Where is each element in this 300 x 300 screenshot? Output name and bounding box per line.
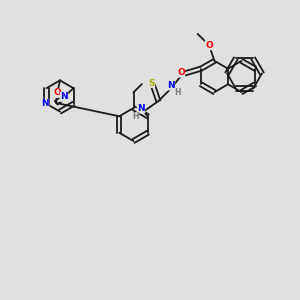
Text: O: O bbox=[177, 68, 185, 77]
Text: N: N bbox=[41, 99, 49, 108]
Text: H: H bbox=[132, 112, 139, 122]
Text: O: O bbox=[53, 88, 61, 98]
Text: O: O bbox=[205, 41, 213, 50]
Text: N: N bbox=[60, 92, 68, 101]
Text: H: H bbox=[174, 88, 181, 97]
Text: N: N bbox=[137, 104, 145, 113]
Text: N: N bbox=[167, 81, 175, 90]
Text: S: S bbox=[148, 79, 155, 88]
